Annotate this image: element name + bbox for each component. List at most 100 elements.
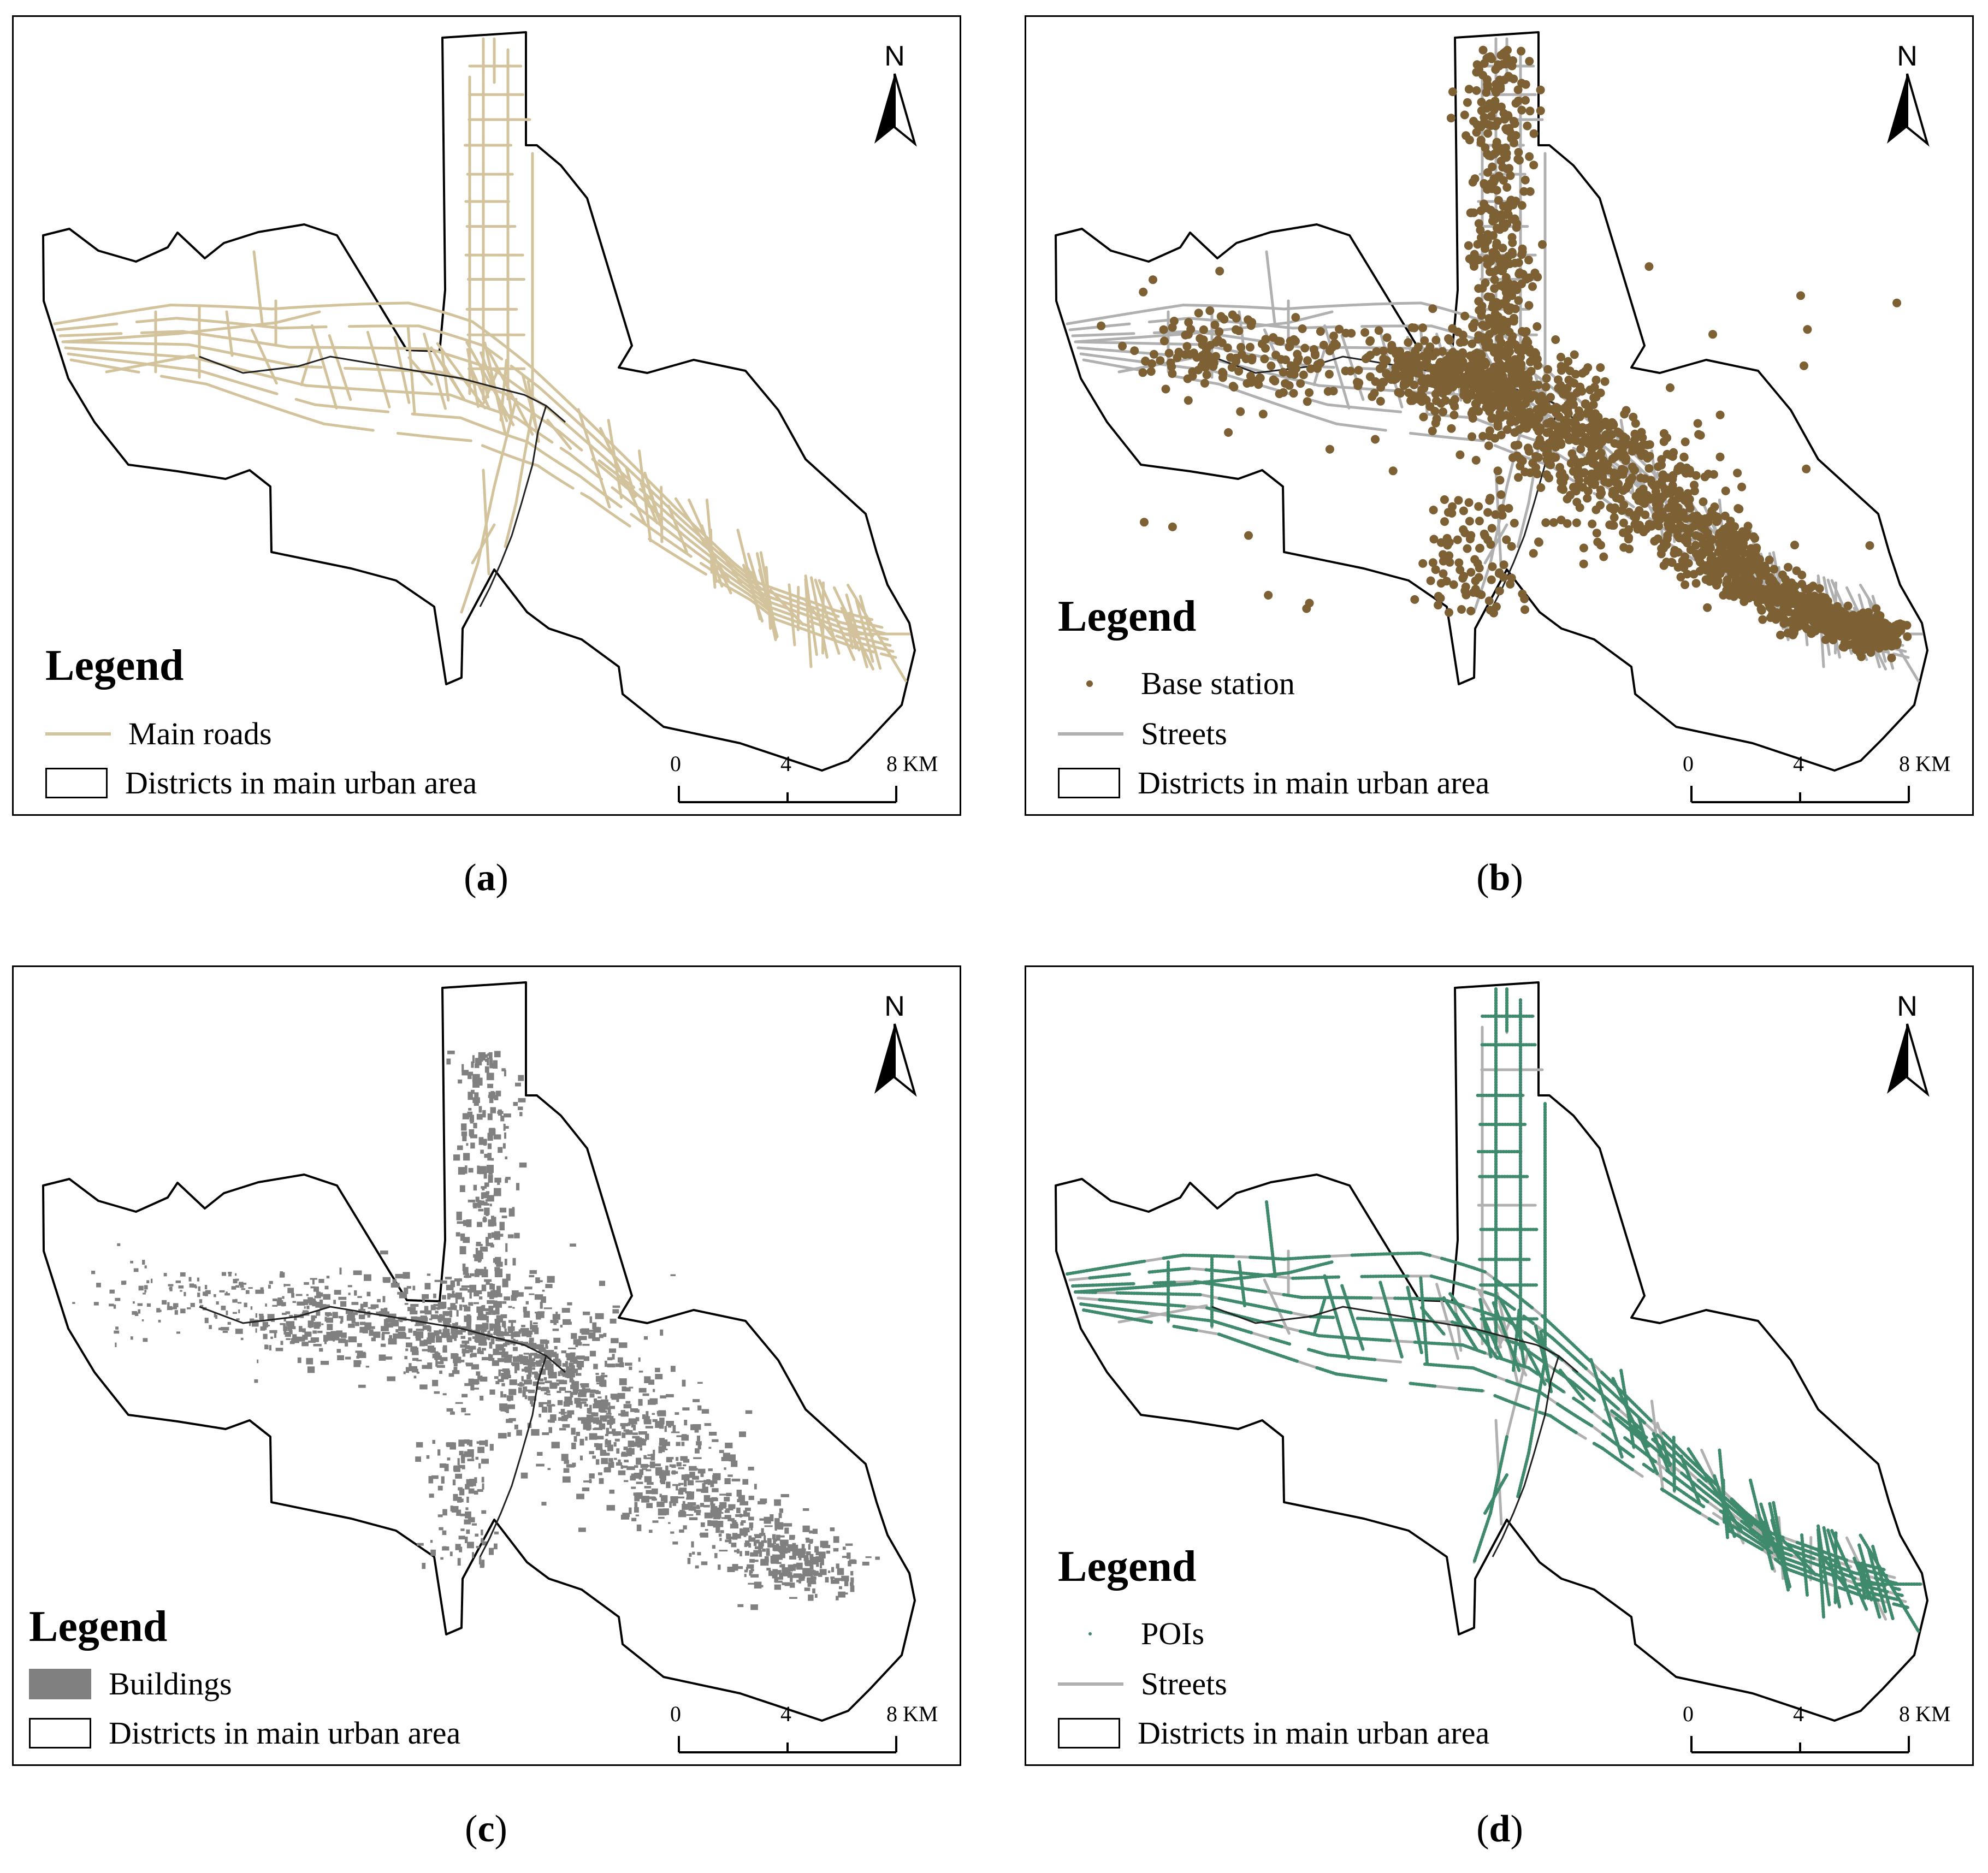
building — [731, 1460, 738, 1467]
building — [776, 1534, 780, 1541]
building — [566, 1366, 570, 1371]
building — [789, 1597, 797, 1599]
building — [825, 1577, 829, 1582]
building — [672, 1470, 676, 1475]
building — [682, 1503, 688, 1510]
building — [561, 1308, 570, 1313]
main-road — [514, 436, 529, 443]
main-road — [650, 527, 663, 537]
building — [607, 1357, 613, 1361]
street — [1262, 370, 1283, 378]
base-station-point — [1164, 348, 1174, 358]
building — [567, 1302, 572, 1306]
building — [618, 1459, 621, 1464]
building — [514, 1366, 520, 1371]
building — [634, 1502, 638, 1508]
base-station-point — [1579, 559, 1588, 568]
building — [512, 1294, 518, 1298]
building — [503, 1394, 507, 1398]
building — [664, 1426, 667, 1432]
building — [666, 1481, 671, 1489]
main-road — [561, 407, 576, 420]
main-road — [438, 310, 452, 316]
main-road — [718, 548, 743, 585]
scale-label-0: 0 — [1683, 751, 1694, 776]
building — [460, 1344, 466, 1348]
base-station-point — [1583, 487, 1593, 496]
building — [551, 1442, 560, 1449]
street — [1396, 301, 1423, 305]
base-station-point — [1285, 342, 1294, 352]
building — [646, 1490, 652, 1494]
building — [678, 1489, 684, 1495]
building — [455, 1402, 463, 1404]
base-station-point — [1642, 524, 1651, 534]
building — [474, 1101, 479, 1106]
base-station-point — [1496, 144, 1505, 153]
building — [727, 1474, 733, 1477]
building — [404, 1303, 409, 1305]
building — [461, 1408, 466, 1413]
street — [1085, 316, 1108, 322]
base-station-point — [1592, 529, 1601, 538]
main-road — [522, 374, 539, 432]
street — [1328, 304, 1354, 308]
building — [403, 1272, 410, 1279]
building — [316, 1310, 321, 1316]
building — [676, 1457, 679, 1461]
base-station-point — [1234, 366, 1244, 376]
building — [524, 1287, 532, 1290]
building — [350, 1312, 358, 1315]
base-station-point — [1410, 595, 1419, 604]
main-road — [612, 444, 628, 460]
building — [491, 1290, 498, 1298]
building — [542, 1432, 549, 1436]
base-station-point — [1675, 534, 1684, 543]
base-station-point — [1316, 327, 1325, 336]
building — [532, 1367, 535, 1370]
building — [709, 1480, 718, 1484]
base-station-point — [1482, 88, 1491, 97]
building — [364, 1312, 371, 1315]
base-station-point — [1770, 565, 1779, 574]
building — [482, 1357, 489, 1361]
building — [605, 1445, 610, 1448]
base-station-point — [1481, 278, 1490, 288]
street — [1280, 375, 1302, 383]
base-station-point — [1674, 493, 1683, 502]
base-station-point — [1495, 412, 1504, 422]
building — [469, 1291, 472, 1299]
base-station-point — [1483, 508, 1493, 517]
building — [338, 1338, 346, 1343]
main-road — [630, 513, 643, 523]
main-road — [161, 330, 184, 334]
building — [365, 1366, 370, 1368]
base-station-point — [1765, 594, 1774, 603]
building — [656, 1501, 665, 1507]
building — [565, 1400, 569, 1403]
base-station-point — [1557, 386, 1565, 395]
building — [745, 1540, 750, 1546]
building — [620, 1465, 623, 1469]
base-station-point — [1754, 577, 1764, 586]
base-station-point — [1329, 331, 1338, 341]
base-station-point — [1463, 98, 1472, 107]
building — [369, 1329, 374, 1336]
building — [655, 1367, 660, 1372]
base-station-point — [1630, 435, 1639, 444]
building — [707, 1520, 711, 1526]
base-station-point — [1673, 562, 1683, 572]
main-road — [294, 398, 317, 406]
base-station-point — [1449, 580, 1458, 589]
building — [692, 1551, 695, 1555]
base-station-point — [1644, 262, 1654, 271]
streets-swatch — [1058, 732, 1123, 736]
building — [631, 1518, 637, 1521]
base-station-point — [1833, 618, 1842, 627]
building — [470, 1142, 475, 1149]
scale-label-4: 4 — [780, 751, 791, 776]
main-road — [673, 518, 688, 532]
building — [595, 1427, 602, 1430]
base-station-point — [1529, 390, 1538, 400]
building — [450, 1412, 455, 1415]
